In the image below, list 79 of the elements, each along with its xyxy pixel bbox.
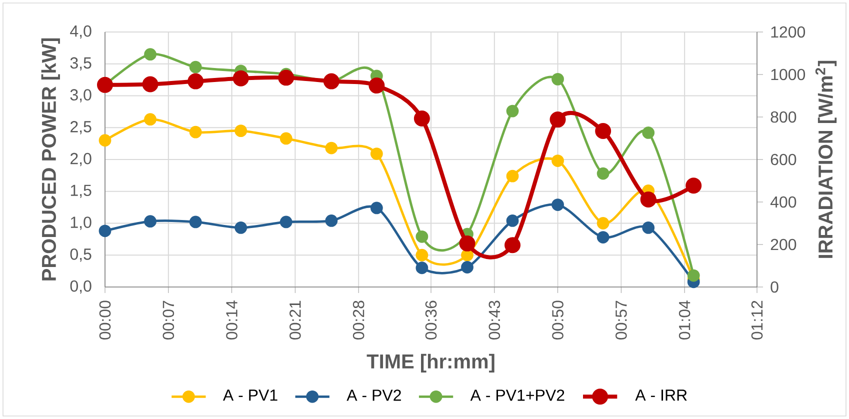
point bbox=[459, 235, 476, 252]
point bbox=[370, 148, 383, 160]
point bbox=[189, 126, 202, 138]
x-tick-label: 01:04 bbox=[678, 300, 690, 340]
x-tick-label: 00:57 bbox=[616, 300, 627, 340]
x-tick-label: 00:07 bbox=[162, 300, 174, 340]
y-tick-label: 4,0 bbox=[70, 25, 92, 39]
y2-tick-label: 0 bbox=[770, 281, 778, 293]
point bbox=[552, 72, 564, 86]
y-tick-label: 1,5 bbox=[70, 184, 92, 198]
point bbox=[506, 214, 519, 227]
x-tick-label: 00:21 bbox=[290, 300, 301, 340]
point bbox=[504, 237, 521, 254]
point bbox=[370, 202, 383, 214]
point bbox=[144, 113, 156, 126]
legend-label: A - PV1 bbox=[222, 390, 278, 401]
y2-tick-label: 200 bbox=[770, 238, 796, 250]
point bbox=[506, 104, 519, 118]
point bbox=[280, 132, 292, 145]
y2-tick-label: 800 bbox=[770, 111, 796, 123]
point bbox=[640, 191, 656, 208]
point bbox=[552, 198, 564, 211]
point bbox=[506, 170, 519, 182]
point bbox=[325, 142, 338, 154]
y2-tick-label: 1200 bbox=[771, 26, 806, 38]
legend-label: A - PV2 bbox=[346, 390, 401, 401]
point bbox=[278, 70, 294, 86]
y-tick-label: 0,5 bbox=[70, 248, 92, 262]
point bbox=[416, 230, 428, 243]
x-tick-label: 00:43 bbox=[488, 300, 500, 340]
y-tick-label: 2,0 bbox=[70, 152, 92, 166]
point bbox=[189, 216, 202, 228]
y-axis-title: PRODUCED POWER [kW] bbox=[41, 38, 60, 280]
y2-tick-label: 600 bbox=[770, 154, 796, 166]
point bbox=[368, 78, 385, 94]
x-tick-label: 00:36 bbox=[425, 300, 437, 340]
point bbox=[98, 134, 112, 147]
x-tick-label: 00:00 bbox=[99, 300, 111, 340]
point bbox=[686, 178, 702, 194]
point bbox=[461, 261, 474, 274]
x-tick-label: 01:12 bbox=[751, 300, 763, 340]
point bbox=[98, 224, 112, 238]
point bbox=[416, 248, 428, 262]
point bbox=[642, 126, 655, 139]
point bbox=[325, 214, 338, 227]
point bbox=[687, 269, 700, 282]
y2-tick-label: 400 bbox=[770, 196, 796, 208]
x-tick-label: 00:28 bbox=[352, 300, 364, 340]
point bbox=[550, 112, 566, 128]
y-tick-label: 3,0 bbox=[70, 89, 92, 102]
legend-label: A - IRR bbox=[635, 390, 687, 401]
y-tick-label: 3,5 bbox=[70, 57, 92, 70]
x-tick-label: 00:50 bbox=[552, 300, 564, 340]
point bbox=[144, 48, 156, 61]
point bbox=[234, 124, 248, 138]
point bbox=[552, 154, 564, 167]
point bbox=[596, 217, 610, 230]
point bbox=[234, 222, 248, 234]
point bbox=[142, 76, 158, 92]
legend-label: A - PV1+PV2 bbox=[470, 390, 564, 401]
point bbox=[596, 231, 610, 244]
y-tick-label: 0,0 bbox=[70, 280, 92, 294]
point bbox=[416, 262, 428, 274]
point bbox=[189, 60, 202, 74]
y-tick-label: 2,5 bbox=[70, 121, 92, 134]
x-tick-label: 00:14 bbox=[226, 300, 238, 340]
x-axis-title: TIME [hr:mm] bbox=[366, 354, 494, 372]
point bbox=[232, 70, 249, 86]
point bbox=[596, 167, 610, 180]
point bbox=[461, 248, 474, 262]
point bbox=[188, 73, 204, 90]
point bbox=[280, 216, 292, 228]
y2-axis-title: IRRADIATION [W/m$^{2}$] bbox=[815, 60, 837, 258]
point bbox=[595, 123, 612, 140]
point bbox=[642, 222, 655, 234]
point bbox=[144, 215, 156, 228]
y-tick-label: 1,0 bbox=[70, 216, 92, 230]
y2-tick-label: 1000 bbox=[771, 68, 806, 80]
point bbox=[414, 110, 430, 126]
